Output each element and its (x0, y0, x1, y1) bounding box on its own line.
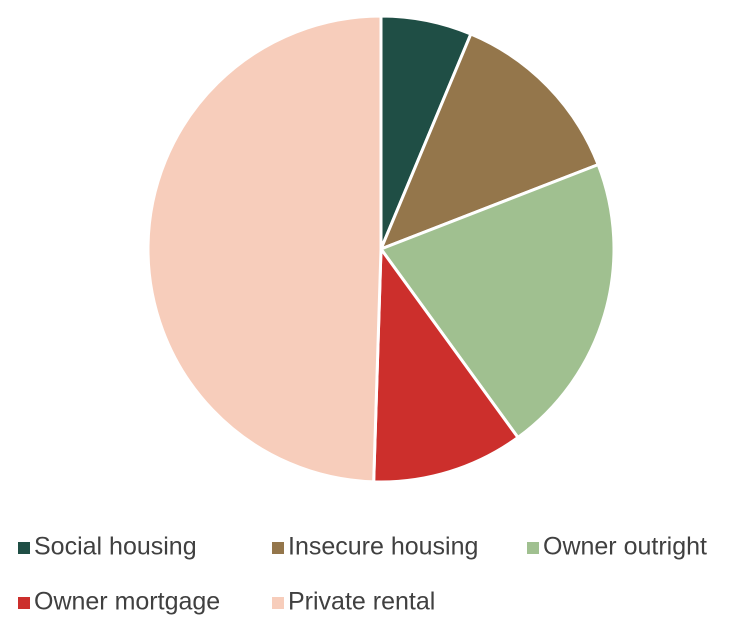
legend-swatch (272, 542, 284, 554)
pie-slice (146, 14, 383, 484)
pie-slice (372, 247, 520, 484)
legend-swatch (527, 542, 539, 554)
legend-swatch (18, 597, 30, 609)
pie-slice (379, 32, 600, 251)
legend-label: Insecure housing (288, 533, 478, 561)
pie-slice (379, 163, 616, 440)
legend-swatch (18, 542, 30, 554)
legend-swatch (272, 597, 284, 609)
legend-label: Private rental (288, 588, 435, 616)
legend-label: Owner outright (543, 533, 707, 561)
legend-label: Social housing (34, 533, 197, 561)
legend-label: Owner mortgage (34, 588, 220, 616)
